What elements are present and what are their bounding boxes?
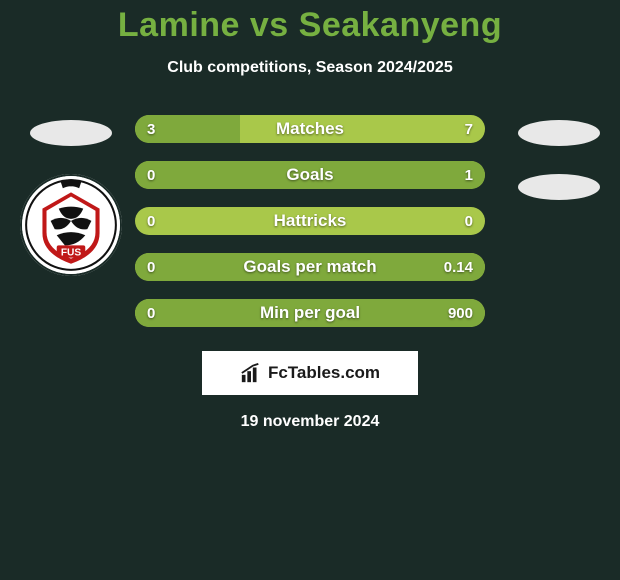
page-subtitle: Club competitions, Season 2024/2025 <box>0 59 620 77</box>
bar-label: Goals per match <box>135 253 485 281</box>
club-crest-left: FUS <box>20 174 122 276</box>
stat-bar: 0900Min per goal <box>135 299 485 327</box>
flag-placeholder-right-1 <box>518 120 600 146</box>
date-label: 19 november 2024 <box>0 413 620 431</box>
bar-label: Hattricks <box>135 207 485 235</box>
flag-placeholder-left <box>30 120 112 146</box>
stat-bar: 01Goals <box>135 161 485 189</box>
stat-bar: 00.14Goals per match <box>135 253 485 281</box>
stat-bars: 37Matches 01Goals 00Hattricks 00.14Goals pe… <box>135 115 485 327</box>
comparison-card: Lamine vs Seakanyeng Club competitions, … <box>0 0 620 580</box>
chart-icon <box>240 362 262 384</box>
bar-label: Matches <box>135 115 485 143</box>
player-right-badges <box>518 120 600 200</box>
svg-text:FUS: FUS <box>61 248 82 259</box>
page-title: Lamine vs Seakanyeng <box>0 0 620 45</box>
player-left-badges: FUS <box>20 120 122 276</box>
flag-placeholder-right-2 <box>518 174 600 200</box>
stat-bar: 37Matches <box>135 115 485 143</box>
bar-label: Min per goal <box>135 299 485 327</box>
stat-bar: 00Hattricks <box>135 207 485 235</box>
bar-label: Goals <box>135 161 485 189</box>
crest-icon: FUS <box>20 174 122 276</box>
brand-text: FcTables.com <box>268 363 380 383</box>
brand-badge: FcTables.com <box>202 351 418 395</box>
